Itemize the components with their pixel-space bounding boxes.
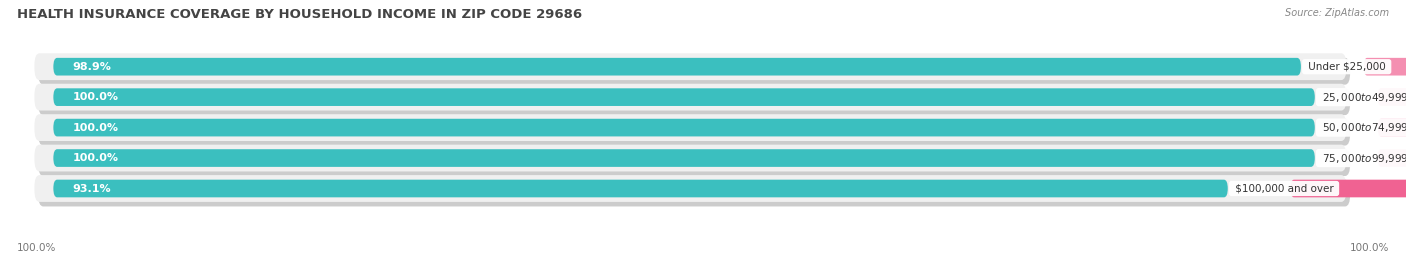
Text: Source: ZipAtlas.com: Source: ZipAtlas.com xyxy=(1285,8,1389,18)
FancyBboxPatch shape xyxy=(34,145,1347,171)
Text: $100,000 and over: $100,000 and over xyxy=(1232,183,1337,193)
FancyBboxPatch shape xyxy=(1364,58,1406,76)
FancyBboxPatch shape xyxy=(34,84,1347,111)
FancyBboxPatch shape xyxy=(38,180,1350,207)
Text: 93.1%: 93.1% xyxy=(72,183,111,193)
FancyBboxPatch shape xyxy=(38,149,1350,176)
FancyBboxPatch shape xyxy=(1378,88,1406,106)
Text: $25,000 to $49,999: $25,000 to $49,999 xyxy=(1319,91,1406,104)
FancyBboxPatch shape xyxy=(53,58,1301,76)
Text: $75,000 to $99,999: $75,000 to $99,999 xyxy=(1319,151,1406,165)
Text: 98.9%: 98.9% xyxy=(72,62,111,72)
FancyBboxPatch shape xyxy=(53,149,1315,167)
Text: $50,000 to $74,999: $50,000 to $74,999 xyxy=(1319,121,1406,134)
FancyBboxPatch shape xyxy=(38,119,1350,146)
FancyBboxPatch shape xyxy=(38,58,1350,85)
Text: 100.0%: 100.0% xyxy=(1350,243,1389,253)
Text: 100.0%: 100.0% xyxy=(72,153,118,163)
Text: Under $25,000: Under $25,000 xyxy=(1305,62,1389,72)
Text: 100.0%: 100.0% xyxy=(72,92,118,102)
FancyBboxPatch shape xyxy=(53,119,1315,136)
FancyBboxPatch shape xyxy=(38,88,1350,115)
Text: 100.0%: 100.0% xyxy=(17,243,56,253)
FancyBboxPatch shape xyxy=(34,53,1347,80)
FancyBboxPatch shape xyxy=(53,180,1227,197)
FancyBboxPatch shape xyxy=(1378,119,1406,136)
FancyBboxPatch shape xyxy=(1291,180,1406,197)
Text: HEALTH INSURANCE COVERAGE BY HOUSEHOLD INCOME IN ZIP CODE 29686: HEALTH INSURANCE COVERAGE BY HOUSEHOLD I… xyxy=(17,8,582,21)
FancyBboxPatch shape xyxy=(34,114,1347,141)
FancyBboxPatch shape xyxy=(1378,149,1406,167)
Text: 100.0%: 100.0% xyxy=(72,123,118,133)
FancyBboxPatch shape xyxy=(53,88,1315,106)
FancyBboxPatch shape xyxy=(34,175,1347,202)
